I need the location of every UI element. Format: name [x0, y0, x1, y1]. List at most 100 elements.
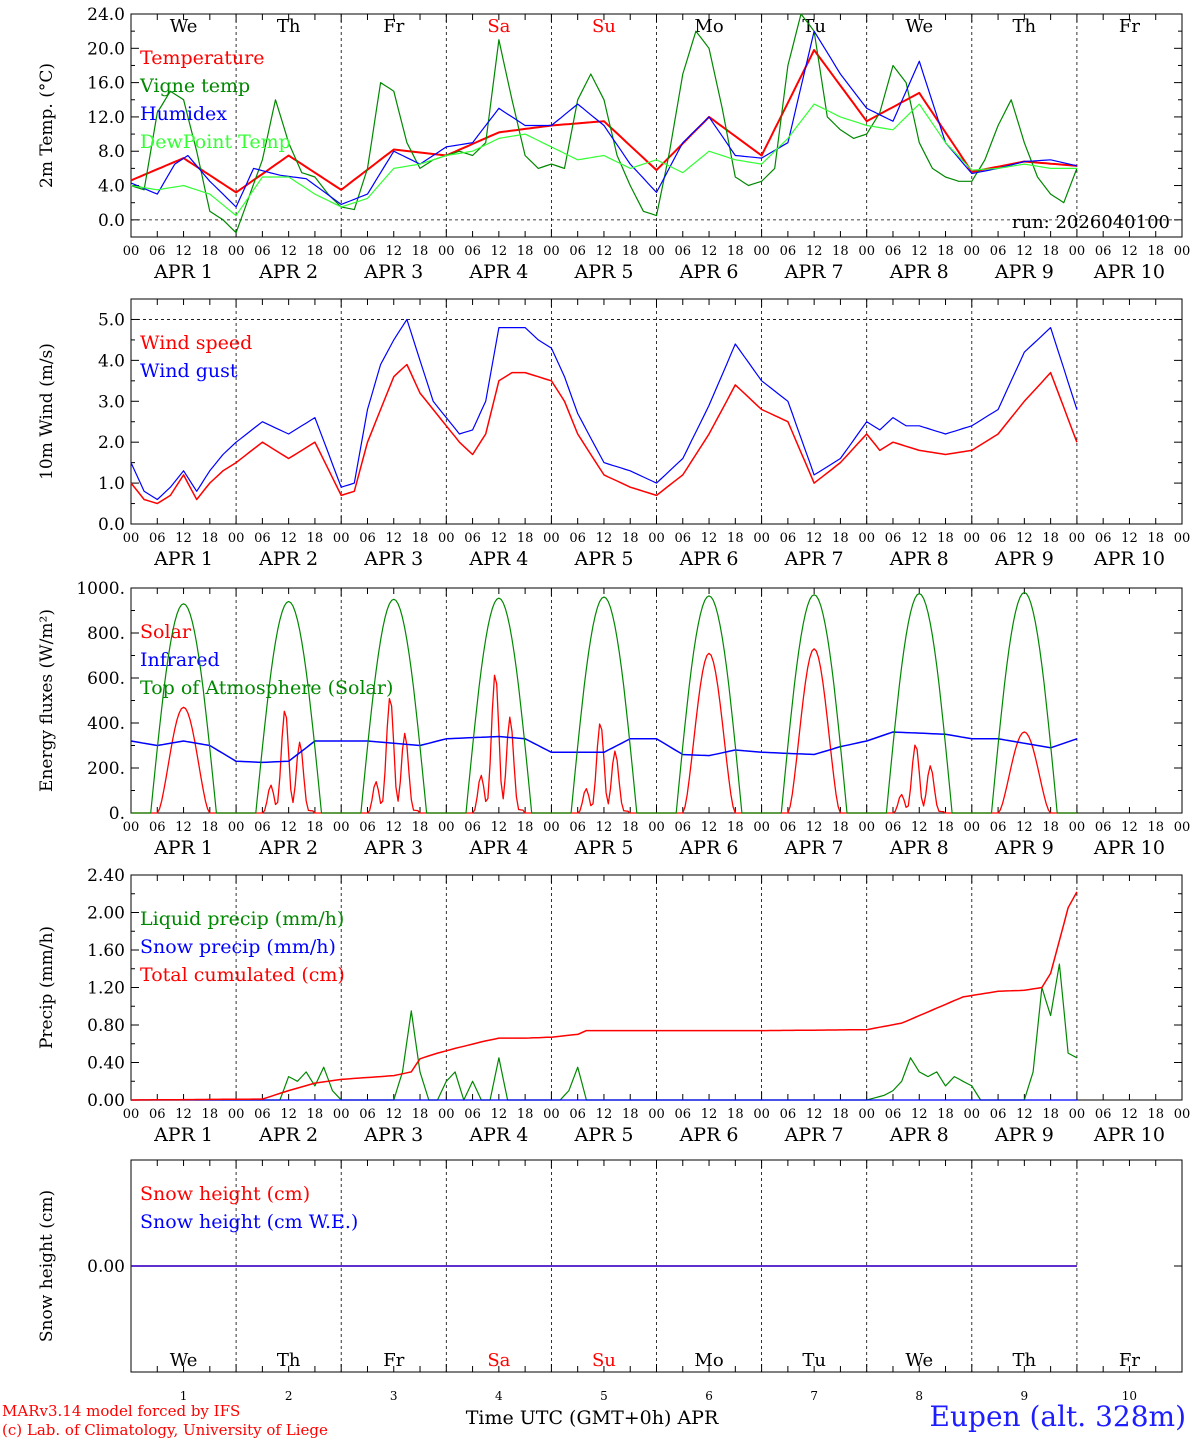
panel-frame	[130, 298, 1183, 525]
y-tick-label: 2.0	[98, 433, 125, 453]
panel-precip: 0.00 0.40 0.80 1.20 1.60 2.00 2.40 Precip (mm/h…	[37, 866, 1190, 1146]
y-tick-label: 0.0	[98, 211, 125, 231]
hour-label: 18	[307, 244, 324, 259]
hour-label: 12	[911, 1107, 928, 1122]
hour-label: 06	[359, 531, 376, 546]
date-label: APR 4	[468, 261, 528, 283]
date-label: APR 10	[1093, 837, 1165, 859]
day-name: We	[905, 1350, 933, 1371]
date-label: APR 8	[889, 261, 949, 283]
hour-label: 06	[464, 1107, 481, 1122]
day-number: 5	[600, 1389, 608, 1403]
hour-label: 00	[543, 531, 560, 546]
date-label: APR 1	[153, 261, 213, 283]
panel-snow: 0.00 Snow height (cm) We Th Fr Sa Su Mo Tu We Th Fr…	[37, 1159, 1183, 1403]
day-number: 10	[1122, 1389, 1137, 1403]
hour-label: 18	[202, 244, 219, 259]
hour-label: 06	[780, 531, 797, 546]
hour-label: 12	[596, 244, 613, 259]
hour-label: 06	[780, 244, 797, 259]
y-tick-label: 1.60	[87, 941, 125, 961]
hour-label: 06	[464, 531, 481, 546]
hour-label: 00	[438, 1107, 455, 1122]
date-label: APR 9	[994, 548, 1054, 570]
hour-label: 06	[569, 1107, 586, 1122]
hour-label: 18	[622, 1107, 639, 1122]
day-number: 4	[495, 1389, 503, 1403]
panel-temperature: 0.0 4.0 8.0 12.0 16.0 20.0 24.0 2m Temp. (°C) We…	[37, 5, 1190, 283]
series-line-vigne-temp	[130, 13, 1078, 234]
hour-label: 06	[359, 1107, 376, 1122]
hour-label: 06	[149, 1107, 166, 1122]
hour-label: 00	[333, 820, 350, 835]
hour-label: 06	[149, 244, 166, 259]
hour-label: 18	[727, 820, 744, 835]
date-label: APR 8	[889, 837, 949, 859]
date-label: APR 2	[258, 261, 318, 283]
hour-label: 00	[1069, 820, 1086, 835]
hour-label: 18	[622, 820, 639, 835]
hour-label: 00	[648, 244, 665, 259]
run-label: run: 2026040100	[1012, 212, 1170, 233]
hour-label: 12	[701, 244, 718, 259]
series-line-temperature	[130, 49, 1077, 194]
day-name: We	[170, 16, 198, 37]
date-label: APR 3	[363, 261, 423, 283]
day-number: 7	[810, 1389, 818, 1403]
hour-label: 12	[596, 531, 613, 546]
y-tick-label: 1000.	[76, 579, 125, 599]
hour-label: 06	[149, 820, 166, 835]
date-label: APR 1	[153, 837, 213, 859]
hour-label: 12	[491, 820, 508, 835]
hour-label: 12	[596, 1107, 613, 1122]
y-axis-label: 2m Temp. (°C)	[37, 63, 57, 188]
hour-label: 18	[412, 531, 429, 546]
day-number: 1	[180, 1389, 188, 1403]
hour-label: 18	[937, 820, 954, 835]
hour-label: 00	[648, 820, 665, 835]
day-name: Th	[277, 1350, 301, 1371]
hour-label: 18	[412, 820, 429, 835]
day-name: Fr	[383, 16, 404, 37]
date-label: APR 7	[784, 1124, 844, 1146]
series-line-solar	[131, 648, 1077, 814]
y-tick-label: 800.	[87, 624, 125, 644]
hour-label: 06	[780, 1107, 797, 1122]
hour-label: 00	[858, 531, 875, 546]
hour-label: 18	[1042, 1107, 1059, 1122]
hour-label: 12	[1121, 244, 1138, 259]
hour-label: 18	[202, 820, 219, 835]
hour-label: 06	[885, 531, 902, 546]
hour-label: 00	[964, 531, 981, 546]
hour-label: 00	[964, 244, 981, 259]
hour-label: 12	[596, 820, 613, 835]
hour-label: 00	[964, 1107, 981, 1122]
hour-label: 06	[675, 1107, 692, 1122]
hour-label: 06	[569, 244, 586, 259]
day-name: Fr	[1119, 16, 1140, 37]
hour-label: 00	[858, 820, 875, 835]
series-line-wind-speed	[130, 363, 1078, 505]
day-number: 2	[285, 1389, 293, 1403]
hour-label: 12	[1121, 1107, 1138, 1122]
hour-label: 18	[517, 531, 534, 546]
hour-label: 06	[149, 531, 166, 546]
hour-label: 12	[280, 1107, 297, 1122]
hour-label: 00	[438, 820, 455, 835]
date-label: APR 6	[679, 1124, 739, 1146]
hour-label: 00	[123, 244, 140, 259]
panel-frame	[130, 587, 1183, 814]
date-label: APR 4	[468, 1124, 528, 1146]
date-label: APR 6	[679, 548, 739, 570]
x-axis-title: Time UTC (GMT+0h) APR	[466, 1407, 719, 1429]
y-tick-label: 2.00	[87, 904, 125, 924]
hour-label: 12	[385, 1107, 402, 1122]
hour-label: 12	[701, 1107, 718, 1122]
hour-label: 12	[280, 244, 297, 259]
hour-label: 06	[464, 244, 481, 259]
hour-label: 06	[254, 531, 271, 546]
hour-label: 00	[753, 244, 770, 259]
lab-credit: (c) Lab. of Climatology, University of L…	[2, 1421, 328, 1439]
y-tick-label: 0.80	[87, 1016, 125, 1036]
hour-label: 18	[412, 1107, 429, 1122]
